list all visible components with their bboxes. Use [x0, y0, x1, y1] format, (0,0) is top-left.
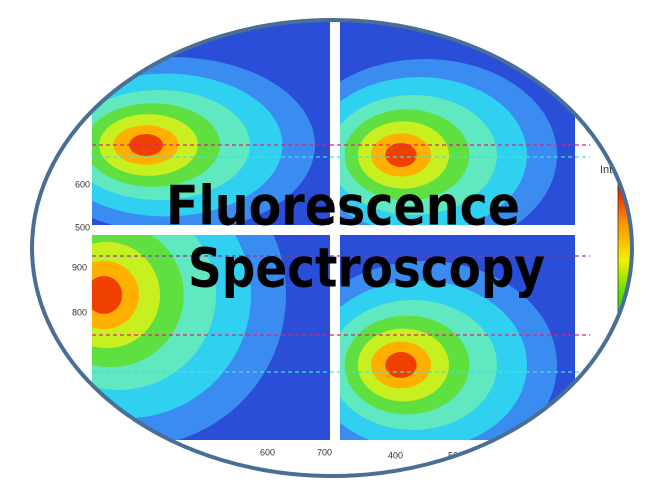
axis-label: 600	[75, 179, 90, 189]
legend-label: 0.6	[645, 277, 658, 287]
legend-title: Intensity	[600, 164, 641, 176]
legend-label: 1.0	[645, 180, 658, 190]
title-line: Fluorescence	[166, 175, 520, 238]
legend-label: 0.7	[645, 244, 658, 254]
axis-label: 800	[72, 307, 87, 317]
axis-label: 900	[72, 262, 87, 272]
axis-label: 600	[260, 447, 275, 457]
illustration: 600 500 900 800 600 700 400 500 Excit In…	[0, 0, 663, 482]
title-line: Spectroscopy	[188, 237, 545, 300]
legend-label: 0.5	[645, 307, 658, 317]
axis-label: 500	[75, 222, 90, 232]
axis-label: 400	[388, 450, 403, 460]
legend-label: 0.8	[645, 210, 658, 220]
axis-label: 700	[317, 447, 332, 457]
